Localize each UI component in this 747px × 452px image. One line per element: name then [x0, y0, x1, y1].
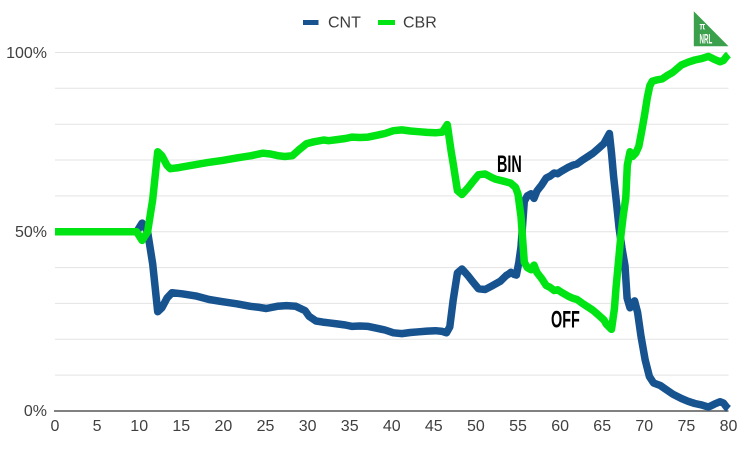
svg-text:100%: 100%: [6, 45, 47, 62]
svg-text:25: 25: [257, 418, 275, 435]
svg-text:35: 35: [341, 418, 359, 435]
svg-text:55: 55: [509, 418, 527, 435]
svg-text:CNT: CNT: [328, 15, 361, 32]
svg-text:15: 15: [172, 418, 190, 435]
svg-text:40: 40: [383, 418, 401, 435]
svg-text:0%: 0%: [24, 403, 47, 420]
svg-text:80: 80: [720, 418, 738, 435]
svg-text:5: 5: [93, 418, 102, 435]
svg-text:45: 45: [425, 418, 443, 435]
svg-text:30: 30: [299, 418, 317, 435]
svg-text:CBR: CBR: [403, 15, 437, 32]
svg-text:OFF: OFF: [551, 307, 580, 334]
svg-text:BIN: BIN: [497, 151, 522, 178]
svg-text:70: 70: [635, 418, 653, 435]
svg-text:0: 0: [51, 418, 60, 435]
svg-text:NRL: NRL: [700, 32, 713, 47]
svg-text:50: 50: [467, 418, 485, 435]
svg-text:10: 10: [130, 418, 148, 435]
svg-text:20: 20: [215, 418, 233, 435]
svg-text:50%: 50%: [15, 224, 47, 241]
svg-text:75: 75: [678, 418, 696, 435]
svg-text:65: 65: [593, 418, 611, 435]
svg-text:π: π: [700, 20, 706, 31]
svg-text:60: 60: [551, 418, 569, 435]
